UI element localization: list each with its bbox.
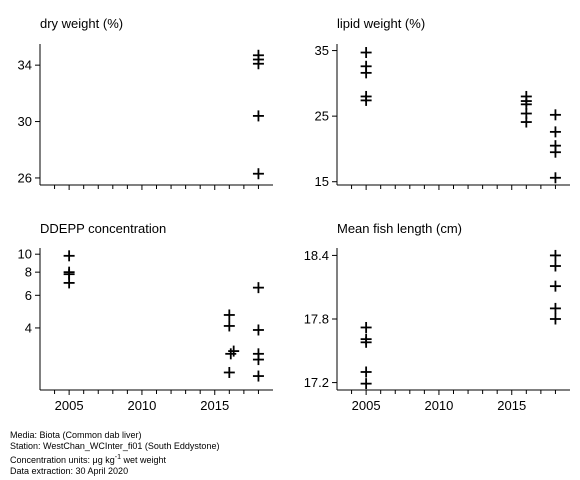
caption-units-suffix: wet weight (120, 455, 167, 465)
panel-title: Mean fish length (cm) (337, 221, 462, 236)
data-point (228, 345, 240, 357)
data-point (225, 348, 237, 360)
data-point (223, 366, 235, 378)
data-point (520, 116, 532, 128)
panel-mean-fish-length: Mean fish length (cm) 17.2 17.8 18.4 2005 20… (304, 221, 570, 413)
data-point (63, 250, 75, 262)
y-tick-label: 25 (315, 109, 329, 124)
x-tick-label: 2005 (55, 398, 84, 413)
data-point (360, 378, 372, 390)
panel-title: lipid weight (%) (337, 16, 425, 31)
caption-media: Media: Biota (Common dab liver) (10, 430, 142, 440)
data-point (252, 282, 264, 294)
data-point (252, 110, 264, 122)
data-point (549, 146, 561, 158)
data-point (360, 67, 372, 79)
data-point (360, 321, 372, 333)
caption: Media: Biota (Common dab liver) Station:… (10, 430, 219, 477)
x-tick-label: 2015 (497, 398, 526, 413)
data-point (252, 370, 264, 382)
x-tick-label: 2015 (200, 398, 229, 413)
x-tick-label: 2010 (424, 398, 453, 413)
data-point (252, 58, 264, 70)
y-tick-label: 35 (315, 43, 329, 58)
y-tick-label: 17.2 (304, 375, 329, 390)
y-tick-label: 34 (18, 58, 32, 73)
y-tick-label: 26 (18, 170, 32, 185)
chart-figure: dry weight (%) 26 30 34 lipid weight (%) 1… (18, 16, 570, 413)
y-tick-label: 30 (18, 114, 32, 129)
panel-lipid-weight: lipid weight (%) 15 25 35 (315, 16, 570, 190)
x-tick-label: 2010 (127, 398, 156, 413)
data-point (549, 249, 561, 261)
data-point (549, 280, 561, 292)
data-point (252, 168, 264, 180)
panel-title: DDEPP concentration (40, 221, 166, 236)
data-point (549, 313, 561, 325)
data-point (252, 324, 264, 336)
data-point (549, 126, 561, 138)
x-tick-label: 2005 (352, 398, 381, 413)
panel-dry-weight: dry weight (%) 26 30 34 (18, 16, 273, 190)
data-point (252, 354, 264, 366)
panel-title: dry weight (%) (40, 16, 123, 31)
data-point (360, 47, 372, 59)
caption-units: Concentration units: μg kg-1 wet weight (10, 452, 219, 466)
caption-station: Station: WestChan_WCInter_fi01 (South Ed… (10, 441, 220, 451)
data-point (549, 109, 561, 121)
data-point (520, 98, 532, 110)
y-tick-label: 6 (25, 288, 32, 303)
y-tick-label: 8 (25, 265, 32, 280)
data-point (360, 336, 372, 348)
y-tick-label: 15 (315, 174, 329, 189)
data-point (360, 366, 372, 378)
caption-units-exponent: -1 (114, 454, 121, 461)
y-tick-label: 18.4 (304, 248, 329, 263)
caption-units-prefix: Concentration units: μg kg (10, 455, 115, 465)
data-point (549, 260, 561, 272)
data-point (360, 94, 372, 106)
y-tick-label: 4 (25, 320, 32, 335)
data-point (223, 320, 235, 332)
caption-extraction: Data extraction: 30 April 2020 (10, 466, 129, 476)
data-point (549, 302, 561, 314)
y-tick-label: 10 (18, 247, 32, 262)
data-point (63, 277, 75, 289)
data-point (223, 309, 235, 321)
y-tick-label: 17.8 (304, 312, 329, 327)
panel-ddepp-concentration: DDEPP concentration 4 6 8 10 2005 2010 2015 (18, 221, 273, 413)
data-point (549, 172, 561, 184)
